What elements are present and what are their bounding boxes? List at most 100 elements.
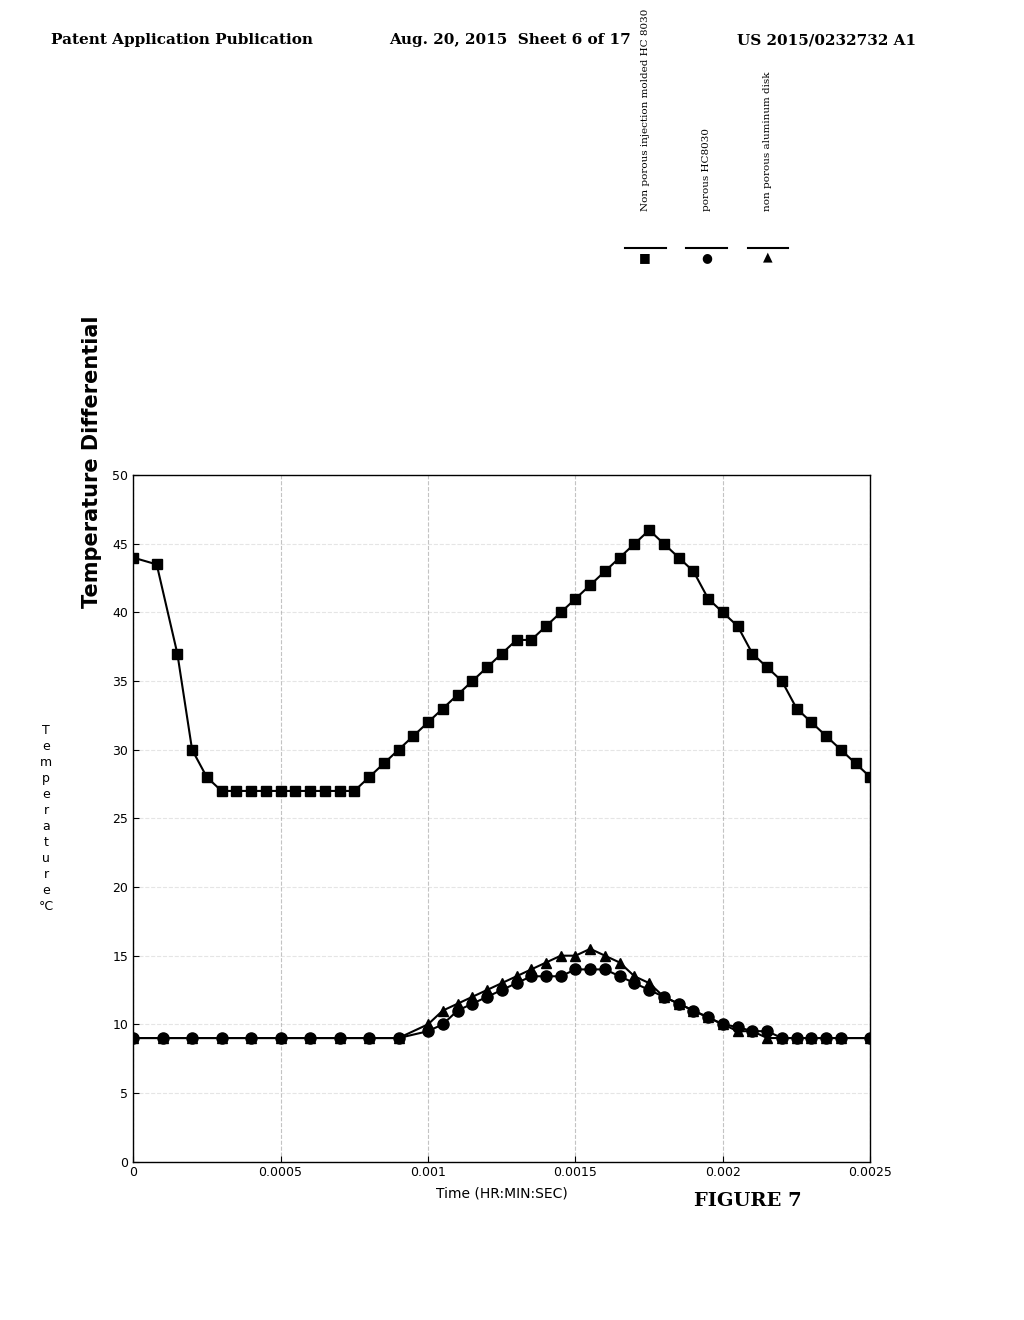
- porous HC8030: [791, 1030, 803, 1045]
- Line: Non porous injection molded HC 8030: Non porous injection molded HC 8030: [128, 525, 876, 796]
- Non porous injection molded HC 8030: [171, 645, 183, 661]
- non porous aluminum disk: [304, 1030, 316, 1045]
- Text: Patent Application Publication: Patent Application Publication: [51, 33, 313, 48]
- Non porous injection molded HC 8030: [835, 742, 847, 758]
- porous HC8030: [776, 1030, 788, 1045]
- porous HC8030: [215, 1030, 227, 1045]
- porous HC8030: [613, 969, 626, 985]
- X-axis label: Time (HR:MIN:SEC): Time (HR:MIN:SEC): [436, 1187, 567, 1200]
- porous HC8030: [245, 1030, 257, 1045]
- Line: non porous aluminum disk: non porous aluminum disk: [128, 944, 876, 1043]
- porous HC8030: [835, 1030, 847, 1045]
- non porous aluminum disk: [864, 1030, 877, 1045]
- non porous aluminum disk: [717, 1016, 729, 1032]
- non porous aluminum disk: [510, 969, 522, 985]
- non porous aluminum disk: [127, 1030, 139, 1045]
- Non porous injection molded HC 8030: [717, 605, 729, 620]
- Non porous injection molded HC 8030: [850, 755, 862, 771]
- Non porous injection molded HC 8030: [776, 673, 788, 689]
- porous HC8030: [569, 961, 582, 977]
- Non porous injection molded HC 8030: [230, 783, 243, 799]
- Non porous injection molded HC 8030: [348, 783, 360, 799]
- Non porous injection molded HC 8030: [791, 701, 803, 717]
- non porous aluminum disk: [186, 1030, 199, 1045]
- Text: ▲: ▲: [763, 251, 773, 264]
- Non porous injection molded HC 8030: [378, 755, 390, 771]
- porous HC8030: [540, 969, 552, 985]
- porous HC8030: [820, 1030, 833, 1045]
- porous HC8030: [702, 1010, 715, 1026]
- porous HC8030: [805, 1030, 817, 1045]
- non porous aluminum disk: [157, 1030, 169, 1045]
- porous HC8030: [731, 1019, 743, 1035]
- Text: FIGURE 7: FIGURE 7: [693, 1192, 802, 1210]
- porous HC8030: [746, 1023, 759, 1039]
- porous HC8030: [584, 961, 596, 977]
- Text: ●: ●: [701, 251, 712, 264]
- non porous aluminum disk: [687, 1003, 699, 1019]
- Non porous injection molded HC 8030: [151, 557, 163, 573]
- porous HC8030: [643, 982, 655, 998]
- non porous aluminum disk: [569, 948, 582, 964]
- porous HC8030: [761, 1023, 773, 1039]
- non porous aluminum disk: [805, 1030, 817, 1045]
- porous HC8030: [186, 1030, 199, 1045]
- Non porous injection molded HC 8030: [613, 549, 626, 565]
- non porous aluminum disk: [334, 1030, 346, 1045]
- Non porous injection molded HC 8030: [805, 714, 817, 730]
- Text: porous HC8030: porous HC8030: [702, 128, 711, 211]
- Non porous injection molded HC 8030: [761, 660, 773, 676]
- non porous aluminum disk: [746, 1023, 759, 1039]
- non porous aluminum disk: [245, 1030, 257, 1045]
- non porous aluminum disk: [731, 1023, 743, 1039]
- porous HC8030: [334, 1030, 346, 1045]
- porous HC8030: [392, 1030, 404, 1045]
- Non porous injection molded HC 8030: [673, 549, 685, 565]
- Non porous injection molded HC 8030: [820, 729, 833, 744]
- porous HC8030: [496, 982, 508, 998]
- Non porous injection molded HC 8030: [584, 577, 596, 593]
- Non porous injection molded HC 8030: [540, 618, 552, 634]
- non porous aluminum disk: [599, 948, 611, 964]
- porous HC8030: [436, 1016, 449, 1032]
- porous HC8030: [422, 1023, 434, 1039]
- Text: Non porous injection molded HC 8030: Non porous injection molded HC 8030: [641, 9, 649, 211]
- porous HC8030: [555, 969, 567, 985]
- Non porous injection molded HC 8030: [334, 783, 346, 799]
- porous HC8030: [274, 1030, 287, 1045]
- non porous aluminum disk: [215, 1030, 227, 1045]
- non porous aluminum disk: [820, 1030, 833, 1045]
- Non porous injection molded HC 8030: [186, 742, 199, 758]
- Non porous injection molded HC 8030: [215, 783, 227, 799]
- Non porous injection molded HC 8030: [731, 618, 743, 634]
- Non porous injection molded HC 8030: [525, 632, 538, 648]
- non porous aluminum disk: [525, 961, 538, 977]
- Line: porous HC8030: porous HC8030: [128, 964, 876, 1044]
- non porous aluminum disk: [436, 1003, 449, 1019]
- non porous aluminum disk: [392, 1030, 404, 1045]
- non porous aluminum disk: [466, 989, 478, 1005]
- Non porous injection molded HC 8030: [555, 605, 567, 620]
- porous HC8030: [481, 989, 494, 1005]
- Non porous injection molded HC 8030: [436, 701, 449, 717]
- Text: US 2015/0232732 A1: US 2015/0232732 A1: [737, 33, 916, 48]
- Non porous injection molded HC 8030: [260, 783, 272, 799]
- Non porous injection molded HC 8030: [127, 549, 139, 565]
- Non porous injection molded HC 8030: [643, 523, 655, 539]
- Text: non porous aluminum disk: non porous aluminum disk: [764, 71, 772, 211]
- non porous aluminum disk: [791, 1030, 803, 1045]
- Non porous injection molded HC 8030: [466, 673, 478, 689]
- porous HC8030: [673, 995, 685, 1011]
- non porous aluminum disk: [835, 1030, 847, 1045]
- non porous aluminum disk: [496, 975, 508, 991]
- Non porous injection molded HC 8030: [201, 770, 213, 785]
- Non porous injection molded HC 8030: [687, 564, 699, 579]
- Non porous injection molded HC 8030: [569, 591, 582, 607]
- Non porous injection molded HC 8030: [422, 714, 434, 730]
- Non porous injection molded HC 8030: [452, 686, 464, 702]
- non porous aluminum disk: [481, 982, 494, 998]
- porous HC8030: [157, 1030, 169, 1045]
- non porous aluminum disk: [362, 1030, 375, 1045]
- porous HC8030: [687, 1003, 699, 1019]
- porous HC8030: [657, 989, 670, 1005]
